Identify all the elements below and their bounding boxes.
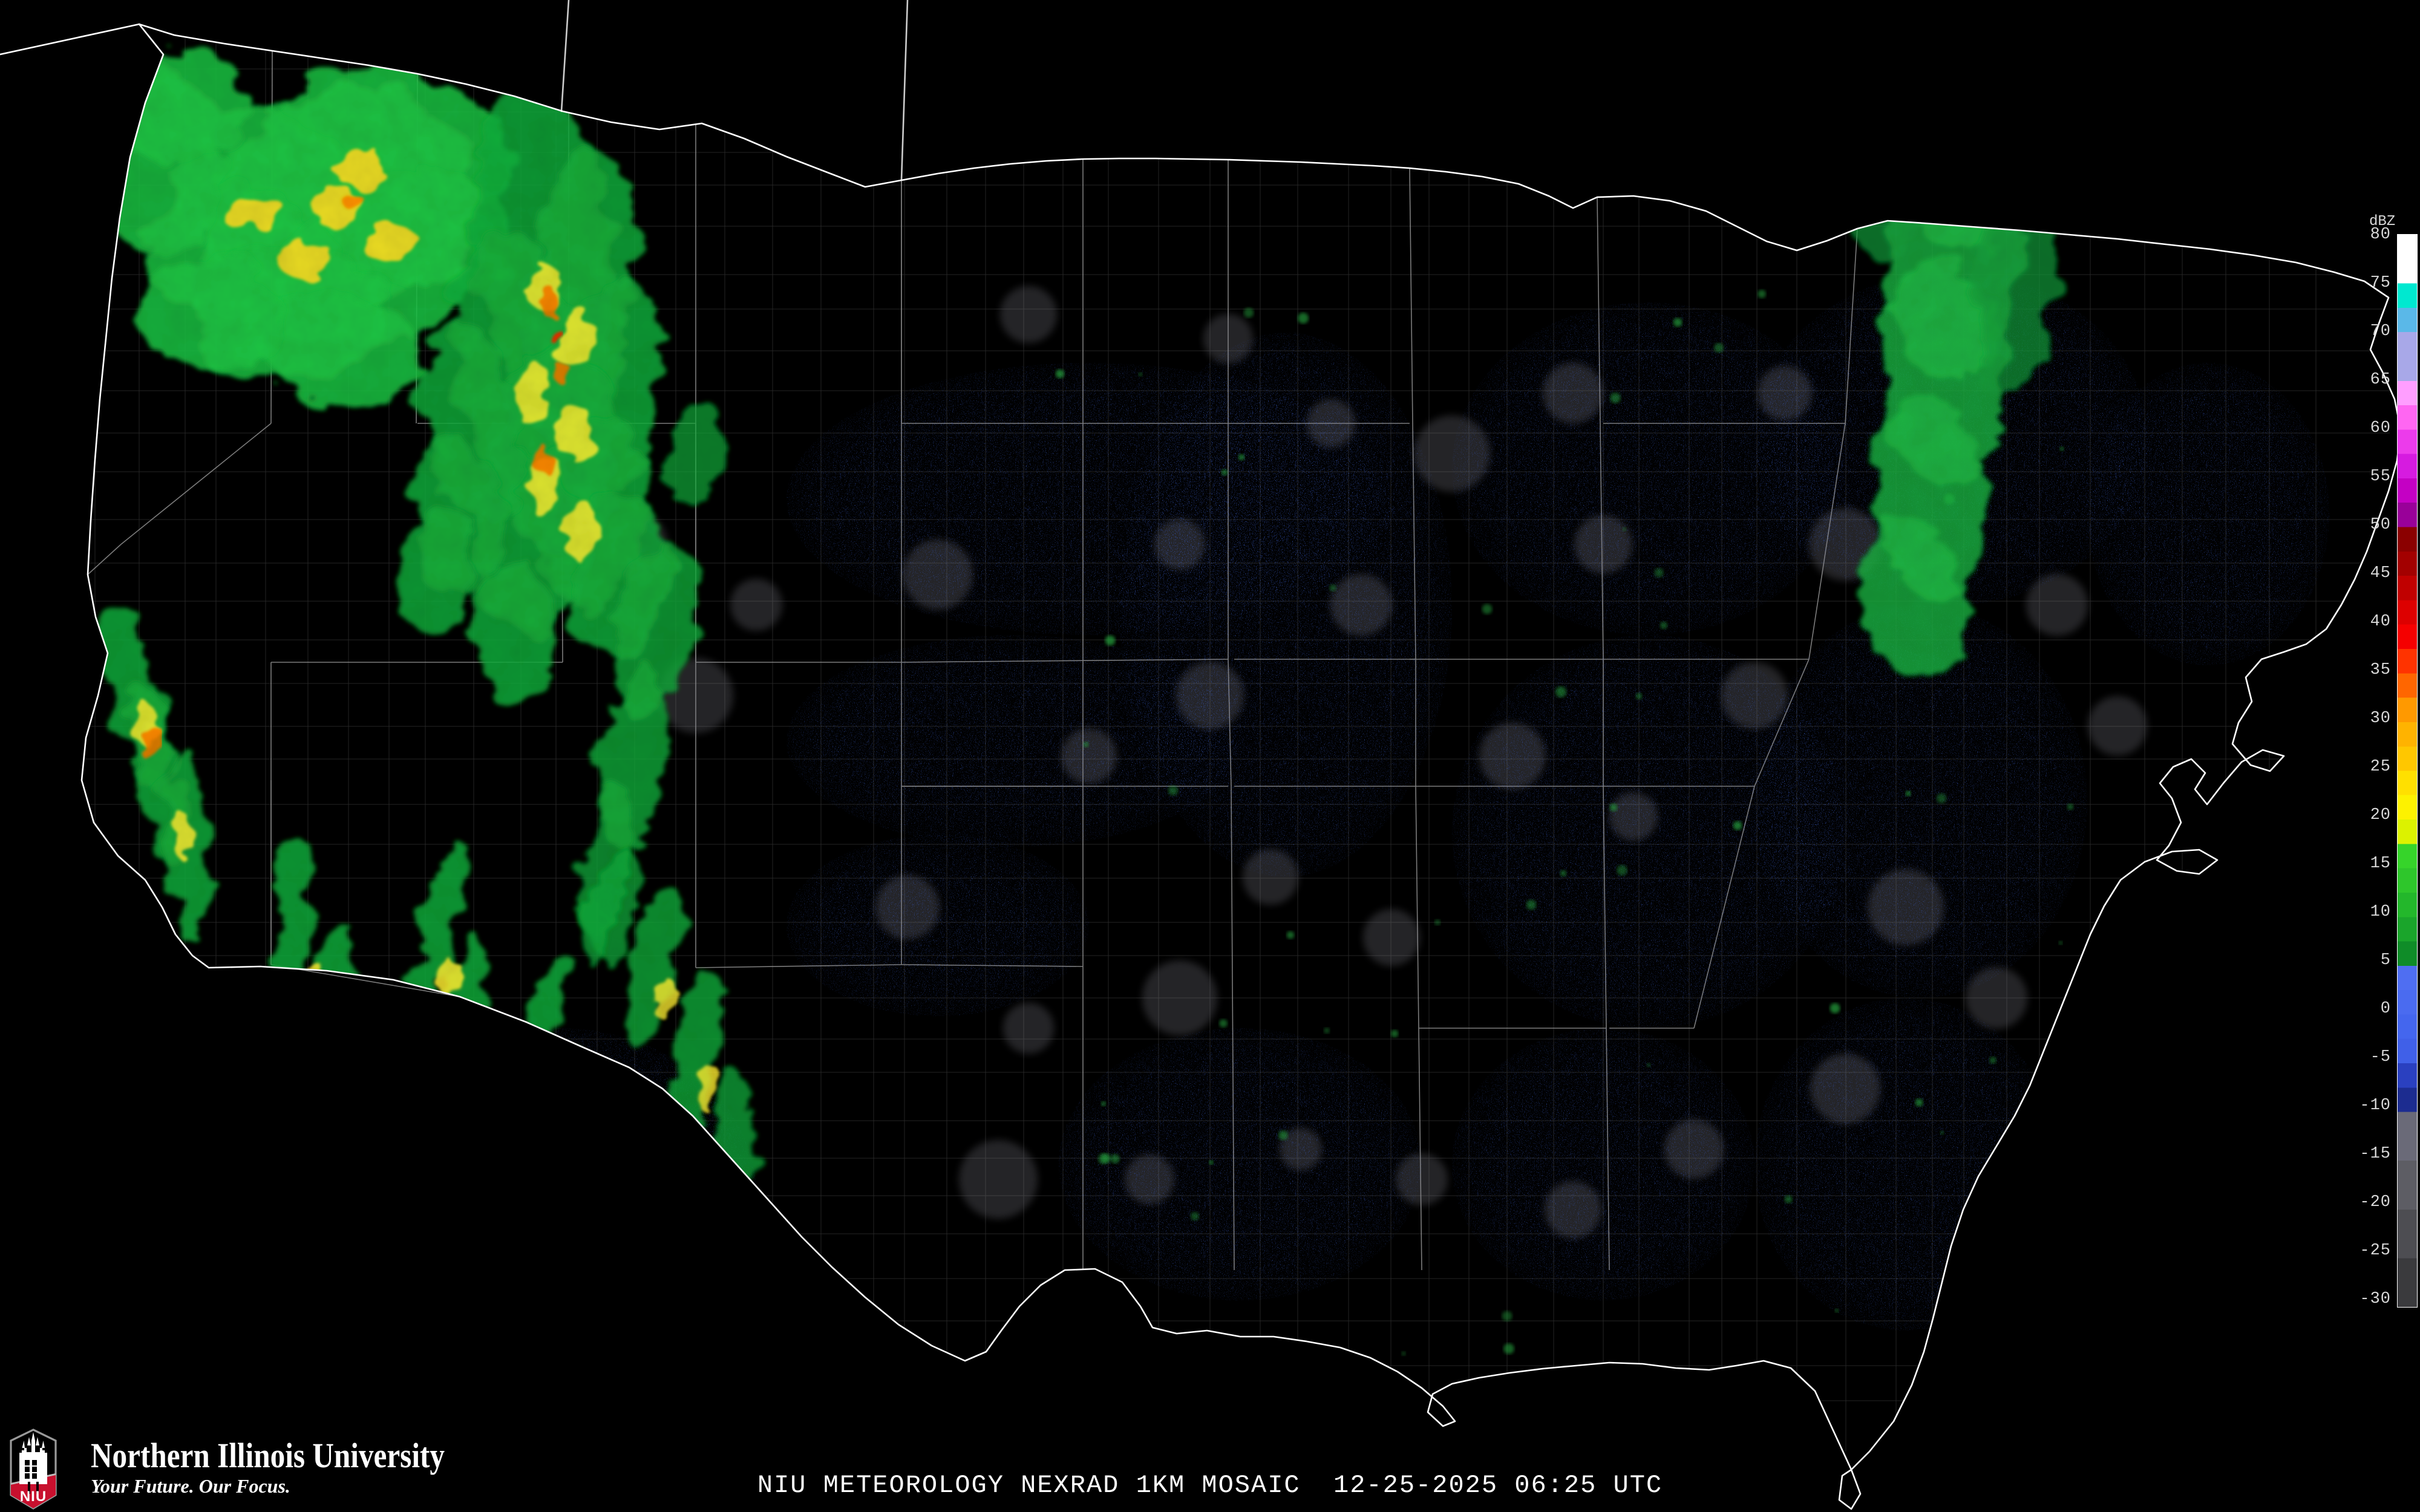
svg-text:Northern Illinois University: Northern Illinois University bbox=[91, 1436, 445, 1475]
